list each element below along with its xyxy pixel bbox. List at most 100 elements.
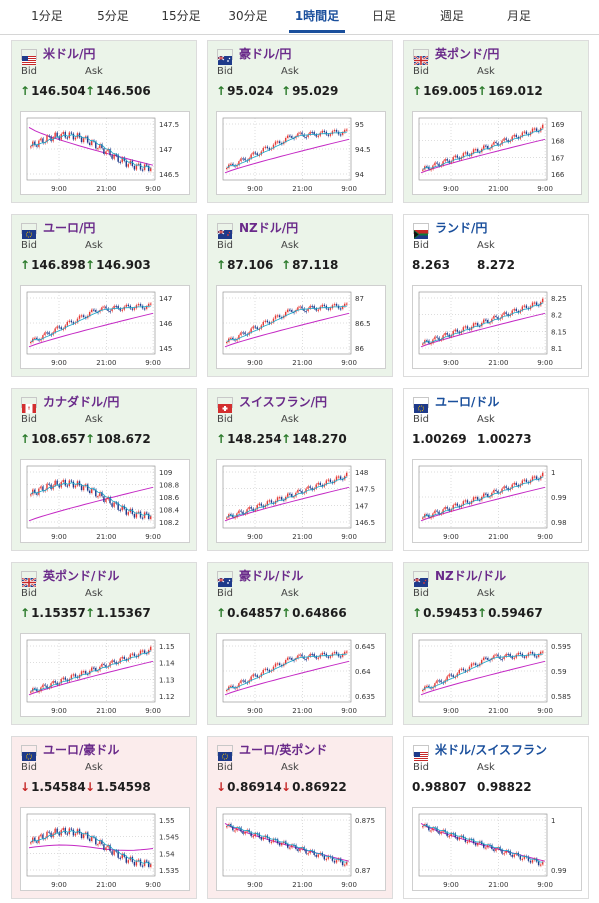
pair-name[interactable]: 豪ドル/円 (239, 47, 292, 61)
rate-card[interactable]: スイスフラン/円 Bid Ask ↑148.254 ↑148.270 148 147.5 14… (207, 388, 393, 551)
moving-average-long (420, 822, 546, 862)
pair-name[interactable]: 英ポンド/円 (435, 47, 500, 61)
mini-chart[interactable]: 1 0.99 0.98 9:00 21:00 9:00 (412, 459, 582, 543)
pair-name[interactable]: スイスフラン/円 (239, 395, 328, 409)
mini-chart[interactable]: 169 168 167 166 9:00 21:00 9:00 (412, 111, 582, 195)
candle (289, 493, 291, 495)
candle (137, 511, 140, 513)
pair-name[interactable]: ランド/円 (435, 221, 488, 235)
pair-name[interactable]: ユーロ/円 (43, 221, 96, 235)
mini-chart[interactable]: 8.25 8.2 8.15 8.1 9:00 21:00 9:00 (412, 285, 582, 369)
rate-card[interactable]: ユーロ/豪ドル Bid Ask ↓1.54584 ↓1.54598 1.55 1.545 1.… (11, 736, 197, 899)
y-tick-label: 0.59 (551, 668, 567, 676)
candle (460, 835, 463, 838)
tab-2[interactable]: 5分足 (79, 0, 147, 32)
candle (103, 306, 105, 308)
rate-card[interactable]: 米ドル/スイスフラン Bid Ask 0.98807 0.98822 1 0.99 9:00 2… (403, 736, 589, 899)
y-tick-label: 87 (355, 295, 364, 303)
rate-card[interactable]: NZドル/ドル Bid Ask ↑0.59453 ↑0.59467 0.595 0.59 0.… (403, 562, 589, 725)
mini-chart[interactable]: 1.15 1.14 1.13 1.12 9:00 21:00 9:00 (20, 633, 190, 717)
pair-name[interactable]: NZドル/ドル (435, 569, 507, 583)
rate-card[interactable]: ユーロ/円 Bid Ask ↑146.898 ↑146.903 147 146 145 9:00… (11, 214, 197, 377)
bid-price: ↑148.254 (216, 432, 282, 446)
ask-label: Ask (85, 588, 103, 599)
rate-card[interactable]: 豪ドル/ドル Bid Ask ↑0.64857 ↑0.64866 0.645 0.64 0.6… (207, 562, 393, 725)
mini-chart[interactable]: 1 0.99 9:00 21:00 9:00 (412, 807, 582, 891)
mini-chart[interactable]: 0.645 0.64 0.635 9:00 21:00 9:00 (216, 633, 386, 717)
candle (30, 691, 32, 693)
candle (262, 669, 264, 674)
x-tick-label: 9:00 (247, 185, 263, 193)
rate-card[interactable]: ユーロ/英ポンド Bid Ask ↓0.86914 ↓0.86922 0.875 0.87 9… (207, 736, 393, 899)
candle (131, 653, 134, 655)
candle (295, 845, 297, 850)
candle (240, 827, 242, 832)
candle (97, 670, 99, 672)
pair-name[interactable]: 英ポンド/ドル (43, 569, 120, 583)
tab-8[interactable]: 月足 (485, 0, 553, 32)
tab-label: 30分足 (228, 9, 268, 23)
arrow-up-icon: ↑ (281, 258, 292, 272)
rate-card[interactable]: 英ポンド/ドル Bid Ask ↑1.15357 ↑1.15367 1.15 1.14 1.1… (11, 562, 197, 725)
candle (303, 308, 305, 311)
y-tick-label: 108.6 (159, 494, 180, 502)
mini-chart[interactable]: 95 94.5 94 9:00 21:00 9:00 (216, 111, 386, 195)
candle (430, 169, 432, 171)
candle (109, 310, 111, 313)
candle (474, 663, 477, 666)
pair-name[interactable]: NZドル/円 (239, 221, 299, 235)
tab-7[interactable]: 週足 (418, 0, 486, 32)
chart-svg: 1 0.99 0.98 9:00 21:00 9:00 (418, 465, 567, 541)
candle (321, 304, 323, 307)
rate-card[interactable]: ユーロ/ドル Bid Ask 1.00269 1.00273 1 0.99 0.98 9:00 2… (403, 388, 589, 551)
candle (333, 652, 336, 654)
candle (511, 854, 513, 857)
mini-chart[interactable]: 147.5 147 146.5 9:00 21:00 9:00 (20, 111, 190, 195)
eu-flag-icon (217, 745, 233, 761)
x-tick-label: 9:00 (247, 881, 263, 889)
rate-card[interactable]: NZドル/円 Bid Ask ↑87.106 ↑87.118 87 86.5 86 9:00 21… (207, 214, 393, 377)
x-tick-label: 9:00 (443, 185, 459, 193)
candle (72, 829, 75, 836)
candle (331, 856, 334, 861)
candle (34, 141, 36, 146)
rate-card[interactable]: 英ポンド/円 Bid Ask ↑169.005 ↑169.012 169 168 167 166… (403, 40, 589, 203)
candle (501, 849, 503, 854)
mini-chart[interactable]: 0.875 0.87 9:00 21:00 9:00 (216, 807, 386, 891)
rate-card[interactable]: ランド/円 Bid Ask 8.263 8.272 8.25 8.2 8.15 8.1 9:00 2… (403, 214, 589, 377)
mini-chart[interactable]: 87 86.5 86 9:00 21:00 9:00 (216, 285, 386, 369)
x-tick-label: 9:00 (341, 533, 357, 541)
candle (497, 316, 499, 320)
candle (260, 837, 262, 840)
ask-label: Ask (281, 414, 299, 425)
mini-chart[interactable]: 109 108.8 108.6 108.4 108.2 9:00 21:00 9:00 (20, 459, 190, 543)
rate-card[interactable]: 米ドル/円 Bid Ask ↑146.504 ↑146.506 147.5 147 146.5… (11, 40, 197, 203)
rate-card[interactable]: カナダドル/円 Bid Ask ↑108.657 ↑108.672 109 108.8 108… (11, 388, 197, 551)
arrow-up-icon: ↑ (85, 606, 96, 620)
candle (145, 306, 148, 309)
pair-name[interactable]: ユーロ/英ポンド (239, 743, 328, 757)
mini-chart[interactable]: 148 147.5 147 146.5 9:00 21:00 9:00 (216, 459, 386, 543)
tab-4[interactable]: 30分足 (214, 0, 282, 32)
mini-chart[interactable]: 1.55 1.545 1.54 1.535 9:00 21:00 9:00 (20, 807, 190, 891)
tab-3[interactable]: 15分足 (147, 0, 215, 32)
candle (452, 675, 454, 677)
tab-6[interactable]: 日足 (350, 0, 418, 32)
pair-name[interactable]: ユーロ/ドル (435, 395, 500, 409)
ask-value: 0.86922 (292, 780, 347, 794)
tab-5[interactable]: 1時間足 (283, 0, 351, 33)
tab-1[interactable]: 1分足 (13, 0, 81, 32)
pair-name[interactable]: 米ドル/スイスフラン (435, 743, 548, 757)
rate-card[interactable]: 豪ドル/円 Bid Ask ↑95.024 ↑95.029 95 94.5 94 9:00 21:… (207, 40, 393, 203)
mini-chart[interactable]: 147 146 145 9:00 21:00 9:00 (20, 285, 190, 369)
pair-name[interactable]: カナダドル/円 (43, 395, 120, 409)
pair-name[interactable]: 米ドル/円 (43, 47, 96, 61)
mini-chart[interactable]: 0.595 0.59 0.585 9:00 21:00 9:00 (412, 633, 582, 717)
pair-name[interactable]: ユーロ/豪ドル (43, 743, 120, 757)
candle (503, 656, 505, 659)
candle (115, 502, 117, 504)
candle (34, 489, 36, 494)
tab-label: 5分足 (97, 9, 129, 23)
pair-name[interactable]: 豪ドル/ドル (239, 569, 304, 583)
candle (101, 663, 103, 667)
